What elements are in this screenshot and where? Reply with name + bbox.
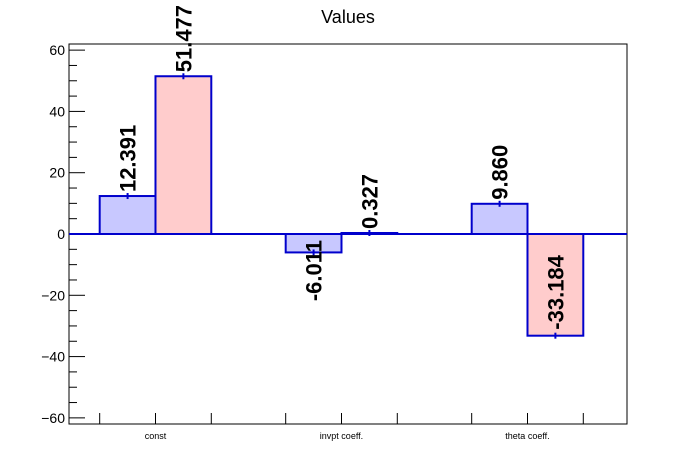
y-tick-label: −40 — [41, 349, 65, 365]
y-tick-label: −20 — [41, 287, 65, 303]
bar — [154, 75, 213, 235]
y-tick-label: 0 — [57, 226, 65, 242]
chart-title: Values — [321, 7, 375, 27]
x-category-label: const — [145, 431, 167, 441]
value-label: -33.184 — [543, 254, 568, 329]
bar — [526, 233, 585, 337]
bar — [98, 195, 157, 236]
value-label: -6.011 — [302, 240, 327, 301]
value-label: 9.860 — [488, 145, 513, 200]
value-label: 12.391 — [116, 125, 141, 192]
value-label: 0.327 — [357, 174, 382, 229]
bar — [470, 202, 529, 236]
y-tick-label: 60 — [49, 42, 65, 58]
value-label: 51.477 — [171, 5, 196, 72]
axes: −60 −40 −20 0 20 40 60 const invpt coeff. theta c… — [41, 42, 584, 441]
value-labels: 12.391 -6.011 9.860 51.477 0.327 -33.184 — [116, 5, 569, 330]
bars — [69, 73, 627, 339]
y-tick-label: −60 — [41, 410, 65, 426]
y-tick-label: 20 — [49, 165, 65, 181]
y-tick-label: 40 — [49, 103, 65, 119]
x-category-label: theta coeff. — [505, 431, 549, 441]
x-category-label: invpt coeff. — [320, 431, 363, 441]
